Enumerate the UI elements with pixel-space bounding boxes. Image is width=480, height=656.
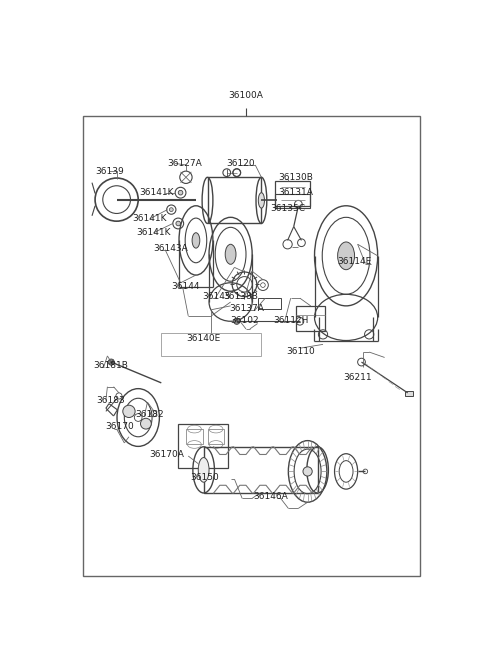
Ellipse shape [192, 233, 200, 248]
Text: 36145: 36145 [202, 292, 231, 301]
Circle shape [141, 419, 151, 429]
Bar [275, 181, 310, 206]
Bar [406, 390, 413, 396]
Text: 36130B: 36130B [278, 173, 313, 182]
Text: 36114E: 36114E [337, 257, 371, 266]
Text: 36182: 36182 [135, 410, 164, 419]
Bar [207, 177, 262, 224]
Text: 36150: 36150 [191, 473, 219, 482]
Circle shape [108, 359, 114, 365]
Text: 36135C: 36135C [271, 203, 306, 213]
Text: 36102: 36102 [230, 316, 259, 325]
Circle shape [176, 221, 180, 226]
Text: 36140E: 36140E [187, 335, 221, 344]
Circle shape [169, 208, 173, 211]
Bar [296, 306, 325, 331]
Bar [275, 194, 310, 208]
Text: 36112H: 36112H [273, 316, 308, 325]
Ellipse shape [198, 458, 209, 482]
Bar [186, 429, 203, 445]
Bar [161, 333, 262, 356]
Text: 36137A: 36137A [229, 304, 264, 313]
Circle shape [303, 467, 312, 476]
Bar [204, 447, 318, 493]
Bar [258, 298, 281, 309]
Text: 36100A: 36100A [228, 91, 264, 100]
Text: 36139: 36139 [95, 167, 124, 176]
Text: 36170A: 36170A [150, 450, 185, 459]
Bar [207, 429, 225, 445]
Circle shape [123, 405, 135, 417]
Text: 36110: 36110 [286, 347, 315, 356]
Text: 36170: 36170 [105, 422, 134, 431]
Text: 36141K: 36141K [140, 188, 174, 197]
Text: 36144: 36144 [171, 282, 200, 291]
Text: 36143A: 36143A [154, 243, 188, 253]
Bar [178, 424, 228, 468]
Text: 36183: 36183 [96, 396, 125, 405]
Circle shape [234, 318, 240, 324]
Text: 36181B: 36181B [94, 361, 129, 370]
Ellipse shape [225, 244, 236, 264]
Circle shape [178, 190, 183, 195]
Ellipse shape [337, 242, 355, 270]
Text: 36211: 36211 [343, 373, 372, 382]
Text: 36131A: 36131A [278, 188, 313, 197]
Text: 36141K: 36141K [132, 215, 167, 223]
Text: 36120: 36120 [227, 159, 255, 168]
Text: 36138B: 36138B [223, 292, 258, 301]
Text: 36141K: 36141K [136, 228, 170, 237]
Ellipse shape [258, 193, 264, 208]
Text: 36127A: 36127A [168, 159, 202, 168]
Text: 36146A: 36146A [254, 491, 288, 501]
